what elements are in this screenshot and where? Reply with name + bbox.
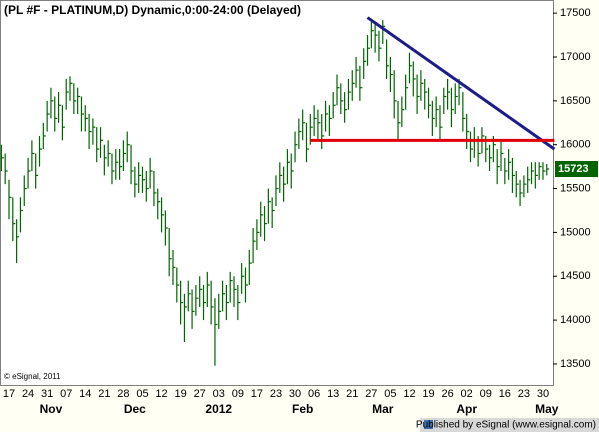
x-tick-label: 19 [422,388,434,400]
y-tick-label: 17500 [560,7,591,19]
credit: © eSignal, 2011 [4,372,61,381]
last-price-label: 15723 [558,163,589,175]
month-label: Mar [372,402,394,416]
x-tick-label: 09 [232,388,244,400]
x-tick-label: 27 [194,388,206,400]
footer-text: Published by eSignal (www.esignal.com) [416,420,596,431]
y-tick-label: 17000 [560,51,591,63]
x-tick-label: 09 [480,388,492,400]
y-tick-label: 14500 [560,270,591,282]
y-tick-label: 15000 [560,226,591,238]
y-tick-label: 13500 [560,358,591,370]
x-tick-label: 23 [518,388,530,400]
x-tick-label: 17 [3,388,15,400]
y-tick-label: 15500 [560,182,591,194]
month-label: May [535,402,559,416]
month-label: Apr [456,402,477,416]
y-tick-label: 16000 [560,139,591,151]
x-tick-label: 23 [270,388,282,400]
x-tick-label: 30 [537,388,549,400]
y-tick-label: 14000 [560,314,591,326]
trend-line [366,16,556,151]
plot-area [0,0,554,386]
footer-icon [424,420,433,429]
y-tick-label: 16500 [560,95,591,107]
x-tick-label: 16 [499,388,511,400]
footer-bar [420,418,599,432]
month-label: Dec [124,402,146,416]
x-tick-label: 14 [79,388,91,400]
month-label: 2012 [205,402,232,416]
x-tick-label: 06 [308,388,320,400]
x-tick-label: 24 [22,388,34,400]
month-label: Feb [292,402,313,416]
x-tick-label: 02 [461,388,473,400]
x-tick-label: 05 [136,388,148,400]
x-tick-label: 19 [175,388,187,400]
chart-title: (PL #F - PLATINUM,D) Dynamic,0:00-24:00 … [4,3,301,17]
x-tick-label: 31 [41,388,53,400]
x-tick-label: 30 [289,388,301,400]
x-tick-label: 07 [60,388,72,400]
x-tick-label: 12 [155,388,167,400]
x-tick-label: 21 [346,388,358,400]
x-tick-label: 26 [441,388,453,400]
x-tick-label: 17 [251,388,263,400]
x-tick-label: 05 [384,388,396,400]
month-label: Nov [40,402,63,416]
x-tick-label: 27 [365,388,377,400]
x-tick-label: 28 [117,388,129,400]
x-tick-label: 13 [327,388,339,400]
last-price-box [555,160,598,177]
x-tick-label: 12 [403,388,415,400]
x-tick-label: 03 [213,388,225,400]
x-tick-label: 21 [98,388,110,400]
